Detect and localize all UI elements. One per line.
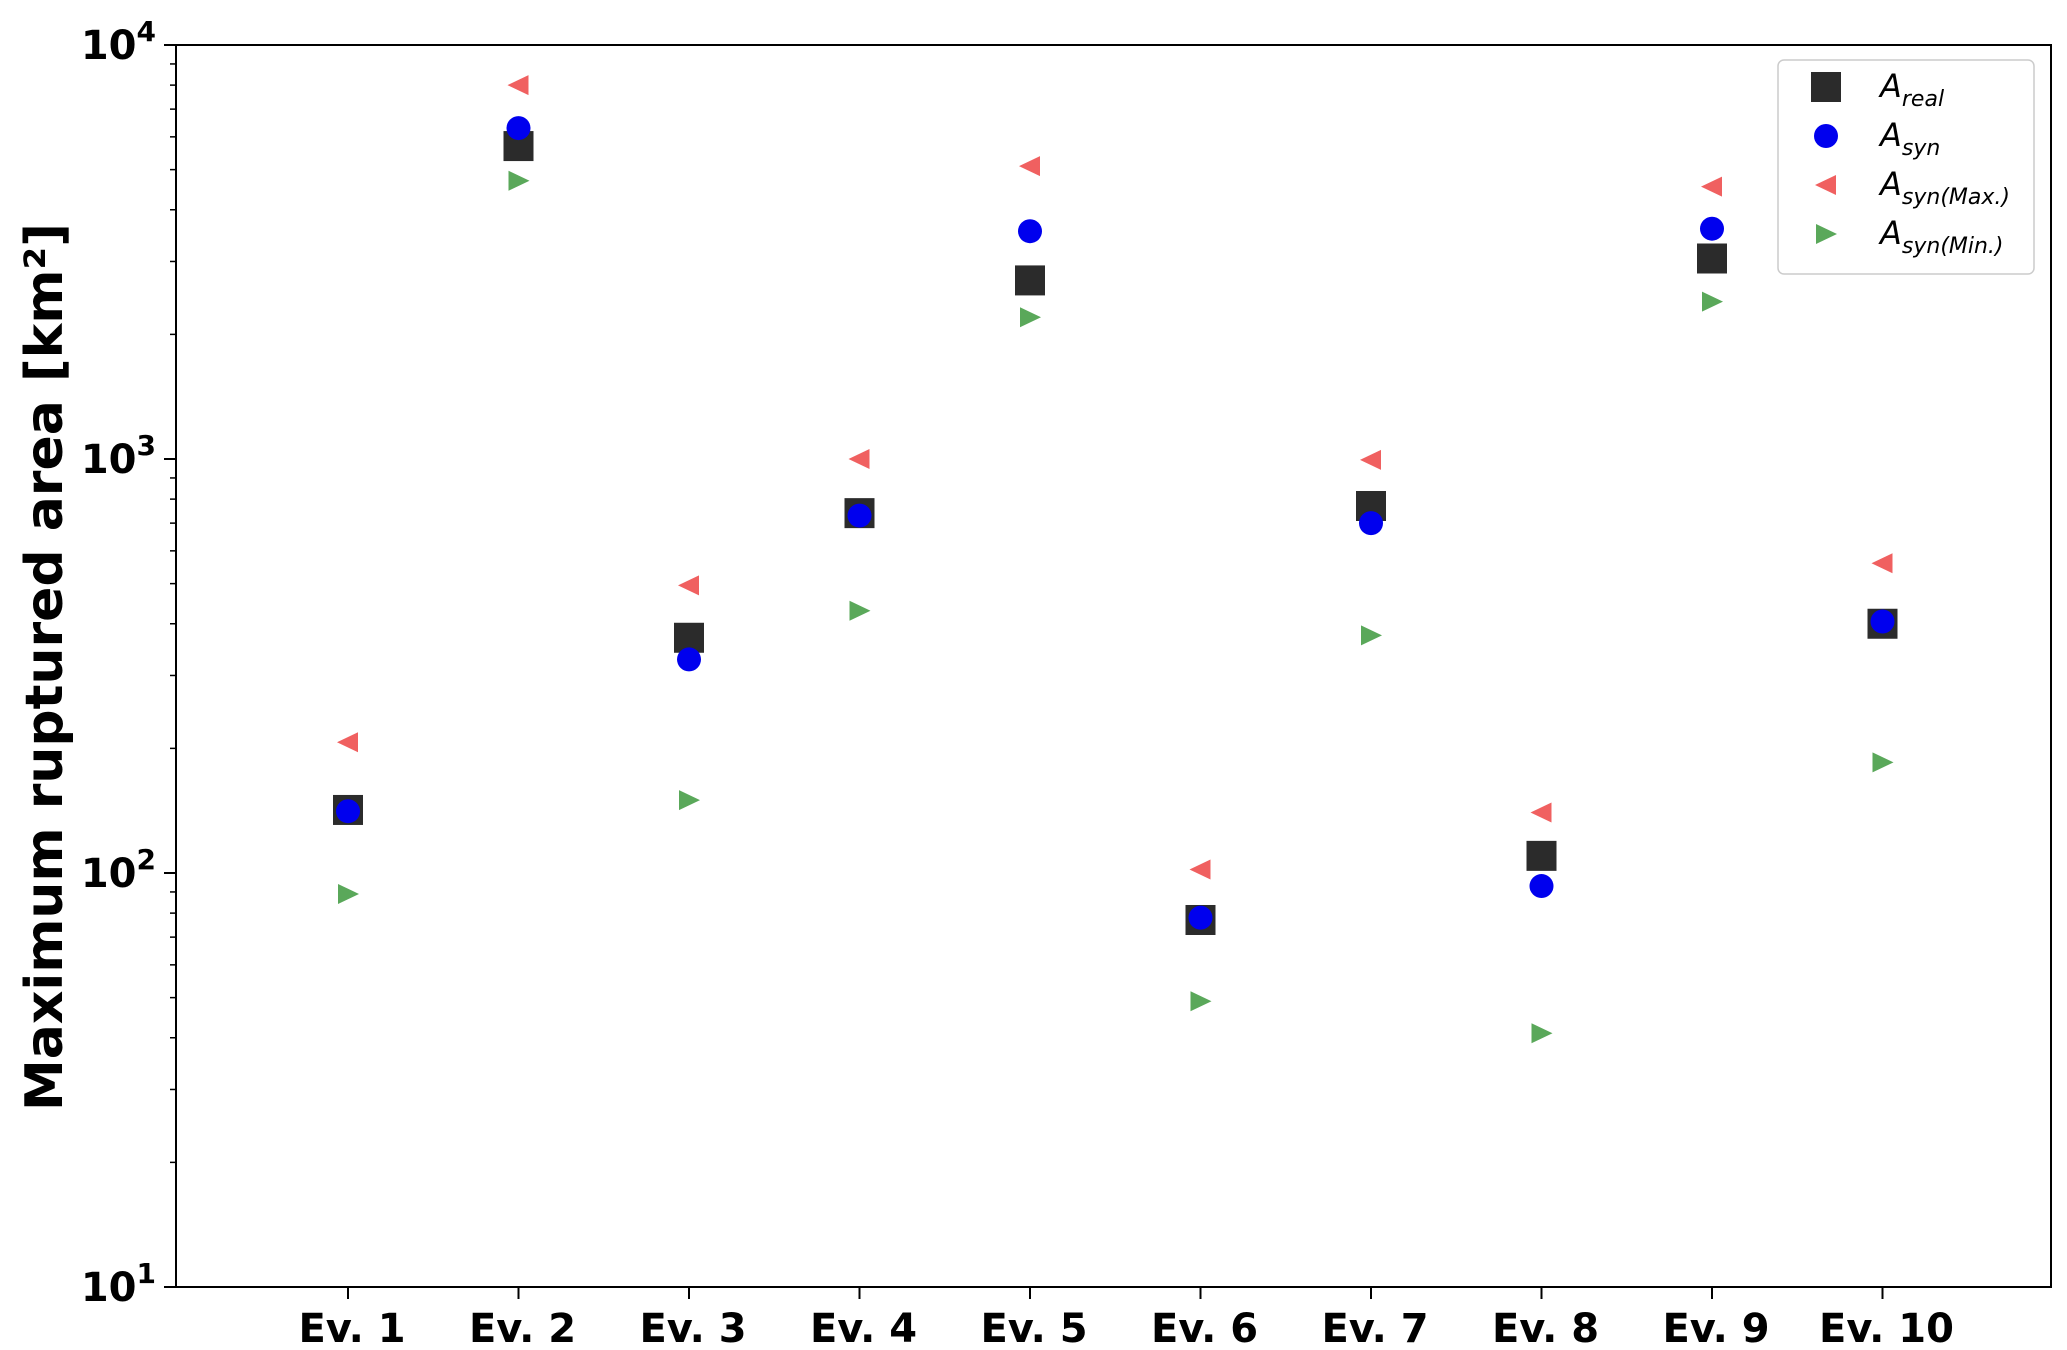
- y-tick-base: 10: [81, 851, 137, 897]
- x-tick-label: Ev. 10: [1819, 1306, 1954, 1350]
- legend-label-sub: syn(Min.): [1902, 234, 2004, 259]
- data-point-square: [1015, 265, 1045, 296]
- data-point-circle: [336, 799, 360, 824]
- legend-label-main: A: [1878, 214, 1902, 252]
- data-point-triangle-left: [507, 75, 529, 96]
- data-point-circle: [1188, 905, 1213, 930]
- data-point-triangle-right: [1531, 1023, 1553, 1044]
- data-point-triangle-right: [1361, 625, 1382, 646]
- data-point-triangle-left: [1360, 449, 1381, 470]
- y-tick-exponent: 4: [137, 15, 156, 48]
- legend-label-main: A: [1878, 165, 1902, 203]
- legend-label-sub: syn: [1902, 136, 1940, 161]
- data-points: [333, 75, 1898, 1044]
- y-tick-exponent: 2: [137, 843, 156, 876]
- data-point-triangle-right: [849, 600, 871, 621]
- data-point-triangle-right: [1020, 307, 1041, 328]
- data-point-triangle-left: [1189, 859, 1211, 880]
- data-point-circle: [1359, 511, 1383, 536]
- y-tick-base: 10: [81, 437, 137, 483]
- y-tick-label: 101: [81, 1257, 156, 1311]
- x-tick-label: Ev. 4: [810, 1306, 917, 1350]
- x-axis-ticks: Ev. 1 Ev. 2 Ev. 3 Ev. 4 Ev. 5 Ev. 6 Ev. 7 Ev. 8…: [298, 1287, 1954, 1350]
- legend-label-main: A: [1878, 67, 1902, 105]
- x-tick-label: Ev. 5: [980, 1306, 1087, 1350]
- legend-marker: [1811, 72, 1841, 102]
- x-tick-label: Ev. 7: [1321, 1306, 1428, 1350]
- y-tick-label: 104: [81, 15, 156, 69]
- x-tick-label: Ev. 3: [639, 1306, 746, 1350]
- legend-label-main: A: [1878, 116, 1902, 154]
- legend-marker: [1814, 124, 1838, 148]
- data-point-circle: [1018, 219, 1042, 244]
- data-point-circle: [1870, 609, 1895, 634]
- legend-label: Asyn(Max.): [1878, 165, 2010, 210]
- data-point-triangle-right: [508, 170, 530, 191]
- x-tick-label: Ev. 6: [1151, 1306, 1258, 1350]
- legend-marker: [1816, 224, 1837, 244]
- data-point-triangle-left: [1019, 156, 1040, 177]
- plot-area: [175, 44, 2052, 1288]
- data-point-triangle-right: [679, 790, 700, 811]
- data-point-circle: [506, 116, 531, 141]
- y-tick-exponent: 1: [137, 1257, 156, 1290]
- data-point-triangle-right: [338, 883, 359, 904]
- x-tick-label: Ev. 2: [469, 1306, 576, 1350]
- legend-marker: [1815, 175, 1836, 195]
- y-tick-base: 10: [81, 23, 137, 69]
- data-point-circle: [1700, 216, 1724, 241]
- legend-label: Asyn(Min.): [1878, 214, 2004, 259]
- legend-label: Asyn: [1878, 116, 1940, 161]
- data-point-triangle-left: [848, 449, 870, 469]
- data-point-triangle-right: [1190, 991, 1212, 1012]
- y-tick-label: 102: [81, 843, 156, 897]
- x-tick-label: Ev. 1: [298, 1306, 405, 1350]
- data-point-triangle-right: [1702, 291, 1723, 312]
- y-axis-label: Maximum ruptured area [km²]: [15, 223, 75, 1111]
- y-tick-label: 103: [81, 429, 156, 483]
- x-tick-label: Ev. 9: [1662, 1306, 1769, 1350]
- data-point-square: [1697, 243, 1727, 274]
- legend-label-sub: real: [1902, 87, 1944, 112]
- legend-label-sub: syn(Max.): [1902, 185, 2010, 210]
- legend-box: [1777, 59, 2035, 275]
- data-point-triangle-left: [337, 732, 358, 753]
- legend-label: Areal: [1878, 67, 1944, 112]
- data-point-circle: [1529, 874, 1554, 899]
- data-point-square: [1526, 840, 1557, 871]
- x-tick-label: Ev. 8: [1492, 1306, 1599, 1350]
- data-point-triangle-left: [678, 575, 699, 596]
- data-point-triangle-right: [1872, 752, 1894, 773]
- y-tick-exponent: 3: [137, 429, 156, 462]
- data-point-triangle-left: [1701, 176, 1722, 197]
- y-tick-base: 10: [81, 1265, 137, 1311]
- data-point-triangle-left: [1871, 553, 1893, 574]
- data-point-circle: [847, 503, 872, 528]
- data-point-triangle-left: [1530, 802, 1552, 823]
- data-point-circle: [677, 647, 701, 672]
